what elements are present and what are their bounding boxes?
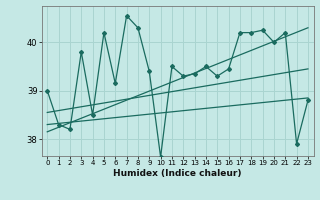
X-axis label: Humidex (Indice chaleur): Humidex (Indice chaleur)	[113, 169, 242, 178]
